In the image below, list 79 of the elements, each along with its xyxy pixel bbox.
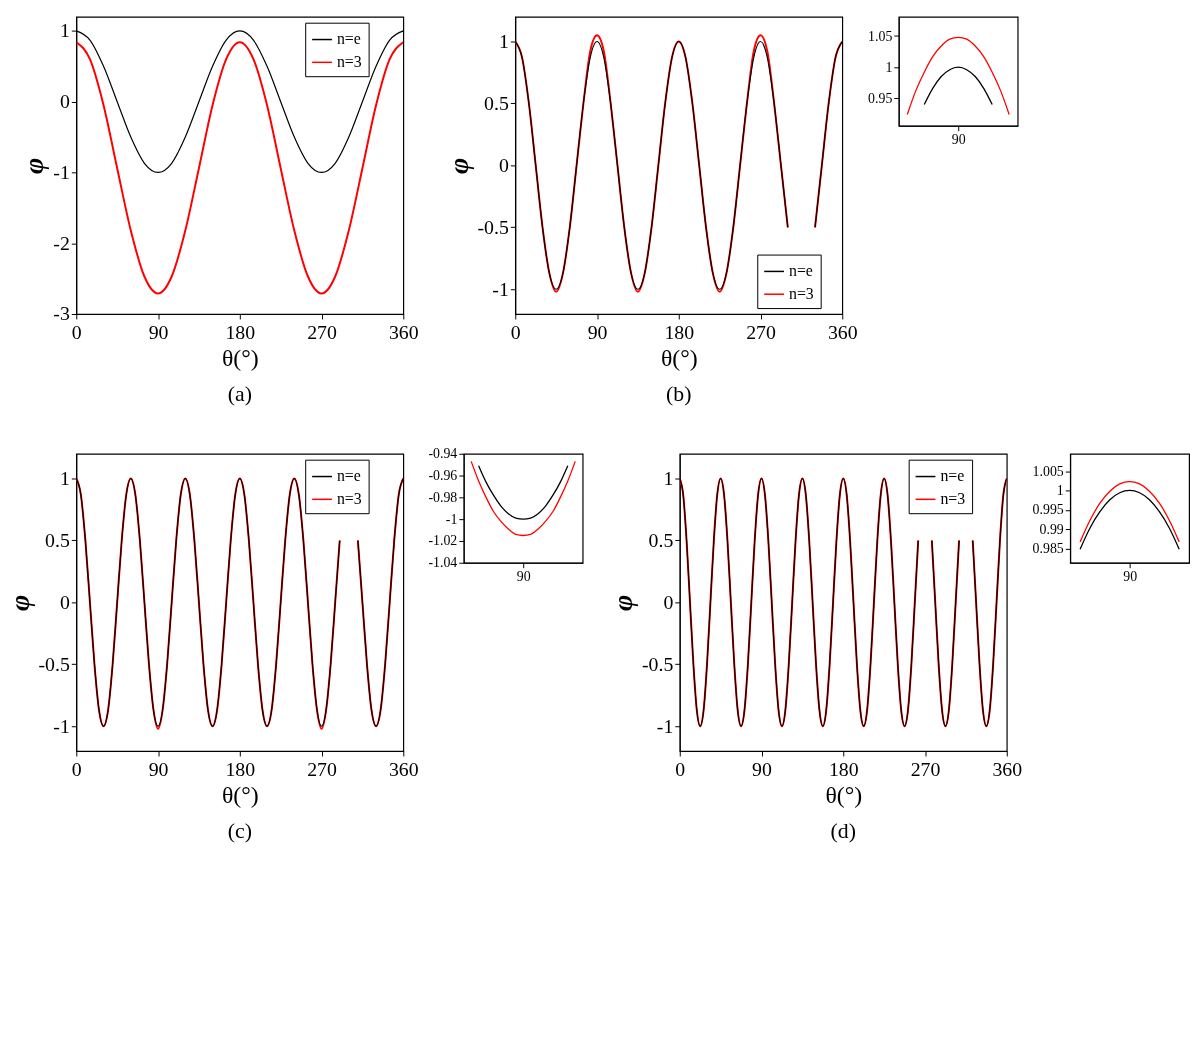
legend-label: n=3 <box>788 285 814 303</box>
x-axis-title: θ(°) <box>825 782 863 809</box>
x-tick-label: 180 <box>664 321 695 344</box>
x-tick-label: 270 <box>910 758 941 781</box>
line-series <box>477 465 569 520</box>
x-tick-label: 360 <box>992 758 1023 781</box>
y-axis-title: φ <box>3 594 35 611</box>
y-tick-label: 0.985 <box>1032 540 1064 556</box>
x-tick-label: 360 <box>388 758 419 781</box>
x-tick-label: 360 <box>388 321 419 344</box>
x-tick-label: 90 <box>516 569 531 585</box>
x-tick-label: 90 <box>148 321 169 344</box>
x-axis-title: θ(°) <box>660 345 698 372</box>
x-tick-label: 180 <box>225 321 256 344</box>
legend-label: n=3 <box>336 53 362 71</box>
legend-label: n=e <box>940 467 965 485</box>
legend-label: n=3 <box>336 490 362 508</box>
text: (c) <box>227 819 252 844</box>
y-tick-label: -1 <box>492 277 509 300</box>
x-tick-label: 270 <box>307 758 337 781</box>
y-tick-label: 1 <box>498 29 509 52</box>
x-axis-title: θ(°) <box>221 345 259 372</box>
line-series <box>1079 489 1180 550</box>
y-tick-label: 0 <box>498 153 509 176</box>
x-tick-label: 360 <box>827 321 858 344</box>
y-tick-label: 0.5 <box>648 528 674 551</box>
line-series <box>470 460 576 537</box>
x-tick-label: 90 <box>1123 569 1138 585</box>
y-tick-label: -1 <box>53 160 70 183</box>
y-tick-label: -1 <box>445 511 458 527</box>
y-tick-label: 1.005 <box>1032 463 1064 479</box>
y-tick-label: 0.99 <box>1039 521 1064 537</box>
y-tick-label: -1 <box>53 714 70 737</box>
y-tick-label: 1.05 <box>868 28 893 44</box>
y-tick-label: -0.5 <box>641 652 674 675</box>
x-tick-label: 90 <box>148 758 169 781</box>
x-tick-label: 90 <box>587 321 608 344</box>
y-tick-label: 1 <box>59 19 70 42</box>
y-tick-label: 1 <box>885 59 893 75</box>
y-tick-label: -1.02 <box>428 533 458 549</box>
y-tick-label: 1 <box>59 466 70 489</box>
y-tick-label: -0.98 <box>428 489 458 505</box>
y-tick-label: 0.5 <box>45 528 70 551</box>
y-tick-label: 0 <box>663 590 674 613</box>
line-series <box>906 36 1010 116</box>
line-series <box>1079 480 1180 543</box>
y-tick-label: 1 <box>1056 482 1064 498</box>
y-tick-label: -2 <box>53 231 70 254</box>
y-tick-label: -3 <box>53 302 70 325</box>
y-axis-title: φ <box>442 157 474 174</box>
y-tick-label: 1 <box>663 466 674 489</box>
y-tick-label: 0.995 <box>1032 502 1064 518</box>
line-series <box>923 66 993 106</box>
y-axis-title: φ <box>18 157 50 174</box>
y-tick-label: 0 <box>59 90 70 113</box>
legend-label: n=e <box>336 30 361 48</box>
x-tick-label: 180 <box>828 758 859 781</box>
y-axis-title: φ <box>607 594 639 611</box>
y-tick-label: 0.95 <box>868 90 893 106</box>
legend-label: n=3 <box>940 490 966 508</box>
text: (d) <box>830 819 856 844</box>
y-tick-label: -1.04 <box>428 555 458 571</box>
x-tick-label: 90 <box>752 758 773 781</box>
y-tick-label: -0.5 <box>38 652 70 675</box>
x-axis-title: θ(°) <box>221 782 259 809</box>
legend-label: n=e <box>788 262 813 280</box>
y-tick-label: -0.5 <box>477 215 509 238</box>
y-tick-label: -1 <box>656 714 674 737</box>
x-tick-label: 270 <box>307 321 337 344</box>
text: (a) <box>227 382 252 407</box>
x-tick-label: 90 <box>951 132 966 148</box>
y-tick-label: -0.96 <box>428 468 458 483</box>
text: (b) <box>666 382 692 407</box>
x-tick-label: 270 <box>746 321 776 344</box>
x-tick-label: 180 <box>225 758 256 781</box>
y-tick-label: -0.94 <box>428 446 458 462</box>
legend-label: n=e <box>336 467 361 485</box>
y-tick-label: 0.5 <box>484 91 509 114</box>
y-tick-label: 0 <box>59 590 70 613</box>
